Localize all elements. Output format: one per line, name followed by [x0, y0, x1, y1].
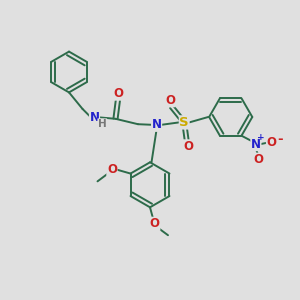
Text: N: N [251, 138, 261, 151]
Text: O: O [113, 87, 123, 100]
Text: -: - [277, 133, 283, 146]
Text: N: N [89, 111, 100, 124]
Text: H: H [98, 119, 107, 129]
Text: O: O [183, 140, 193, 153]
Text: O: O [266, 136, 277, 149]
Text: O: O [253, 153, 263, 166]
Text: N: N [152, 118, 162, 131]
Text: O: O [107, 163, 117, 176]
Text: +: + [257, 133, 265, 142]
Text: S: S [179, 116, 189, 129]
Text: O: O [150, 217, 160, 230]
Text: O: O [165, 94, 175, 107]
